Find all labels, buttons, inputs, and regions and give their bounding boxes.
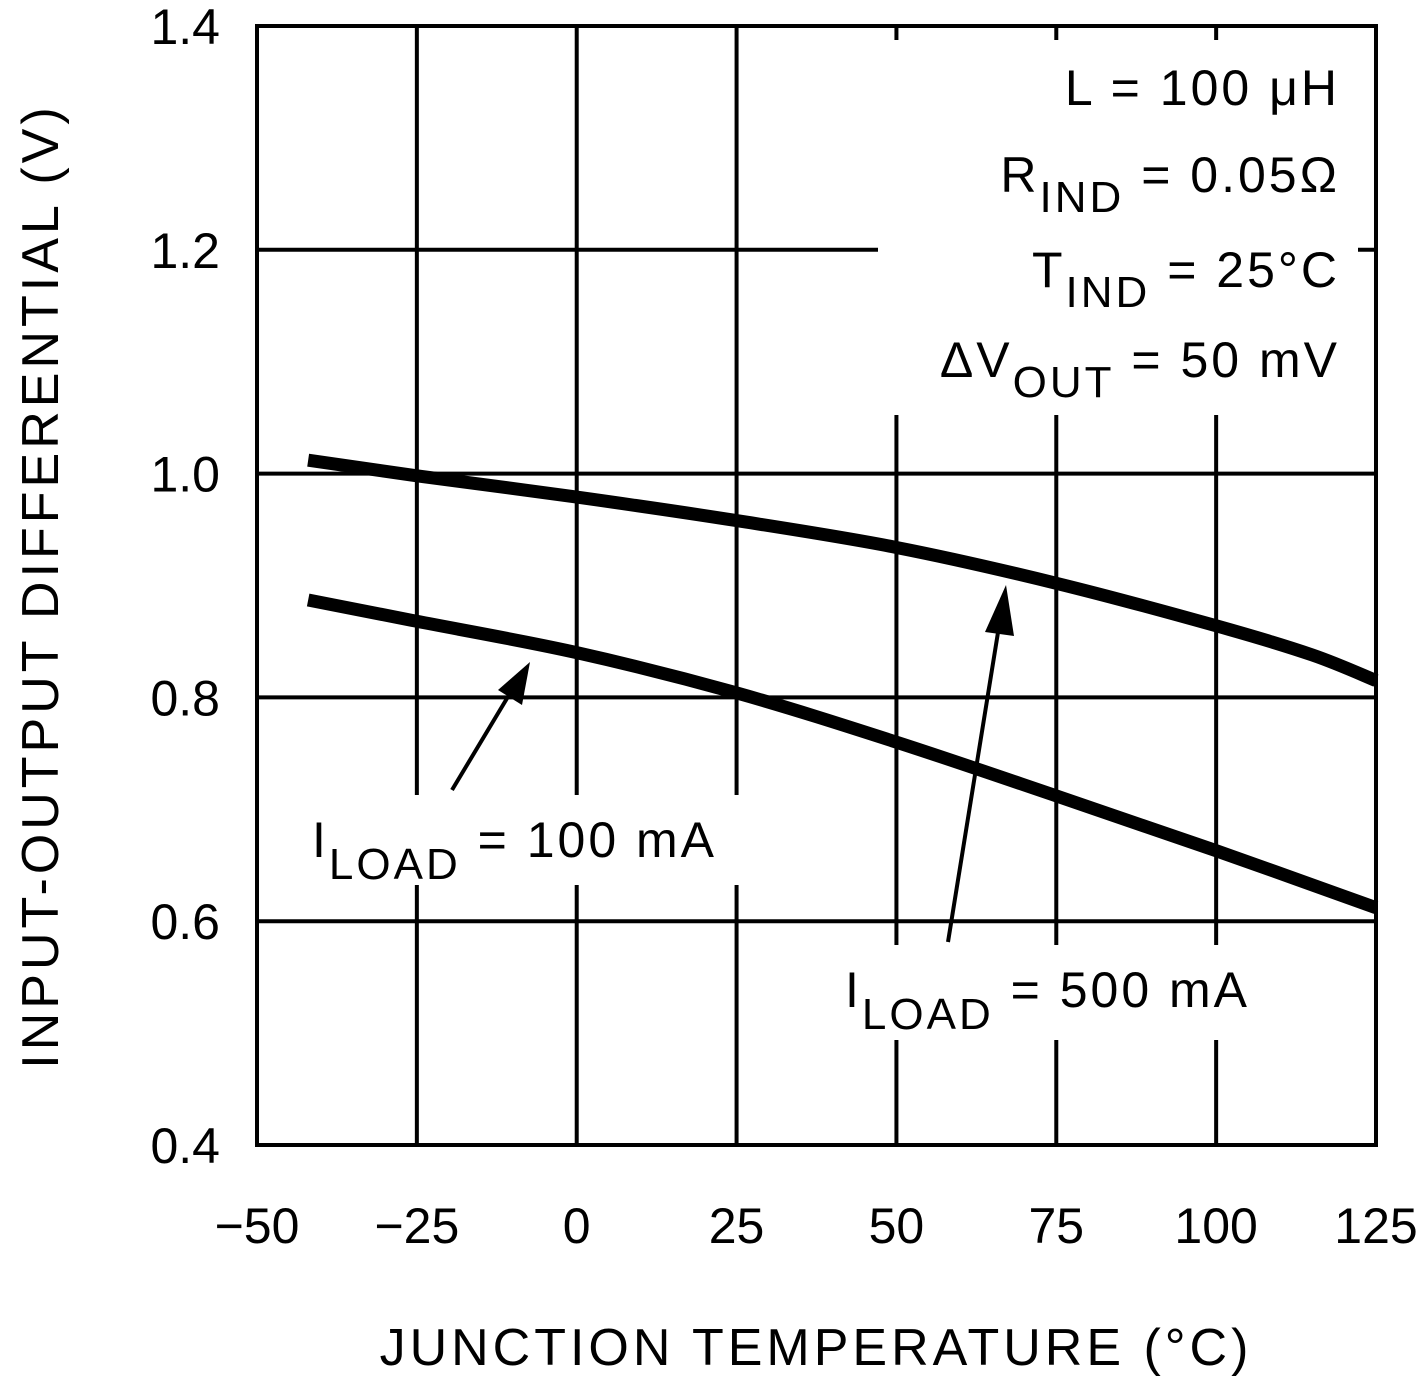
- y-tick-label: 0.8: [150, 670, 220, 726]
- condition-rind: RIND = 0.05Ω: [1000, 147, 1340, 222]
- y-tick-label: 0.4: [150, 1118, 220, 1174]
- condition-dvout: ΔVOUT = 50 mV: [940, 332, 1340, 407]
- x-tick-label: 100: [1174, 1198, 1257, 1254]
- label-100ma: ILOAD = 100 mA: [300, 795, 800, 889]
- series-line-500ma: [307, 453, 1379, 687]
- label-500ma: ILOAD = 500 mA: [835, 945, 1335, 1040]
- plot-frame: [255, 24, 1378, 1147]
- x-axis-label: JUNCTION TEMPERATURE (°C): [380, 1319, 1253, 1376]
- x-tick-labels: −50 −25 0 25 50 75 100 125: [215, 1198, 1418, 1254]
- y-tick-labels: 0.4 0.6 0.8 1.0 1.2 1.4: [150, 0, 220, 1174]
- series-group: [306, 453, 1379, 914]
- conditions-box: L = 100 μH RIND = 0.05Ω TIND = 25°C ΔVOU…: [878, 40, 1358, 415]
- x-tick-label: 75: [1028, 1198, 1084, 1254]
- arrow-100ma: [450, 662, 530, 792]
- y-tick-label: 0.6: [150, 894, 220, 950]
- x-tick-label: −25: [374, 1198, 459, 1254]
- series-line-100ma: [306, 593, 1379, 914]
- x-tick-label: −50: [215, 1198, 300, 1254]
- x-tick-label: 0: [563, 1198, 591, 1254]
- y-tick-label: 1.0: [150, 447, 220, 503]
- svg-text:ILOAD = 500 mA: ILOAD = 500 mA: [845, 962, 1250, 1039]
- x-tick-label: 25: [709, 1198, 765, 1254]
- condition-tind: TIND = 25°C: [1032, 242, 1340, 317]
- x-tick-label: 50: [869, 1198, 925, 1254]
- y-axis-label: INPUT-OUTPUT DIFFERENTIAL (V): [12, 103, 70, 1068]
- x-tick-label: 125: [1334, 1198, 1417, 1254]
- arrow-500ma: [946, 585, 1014, 943]
- y-tick-label: 1.4: [150, 0, 220, 55]
- svg-text:ILOAD = 100 mA: ILOAD = 100 mA: [312, 812, 717, 889]
- y-tick-label: 1.2: [150, 223, 220, 279]
- condition-inductance: L = 100 μH: [1065, 60, 1340, 116]
